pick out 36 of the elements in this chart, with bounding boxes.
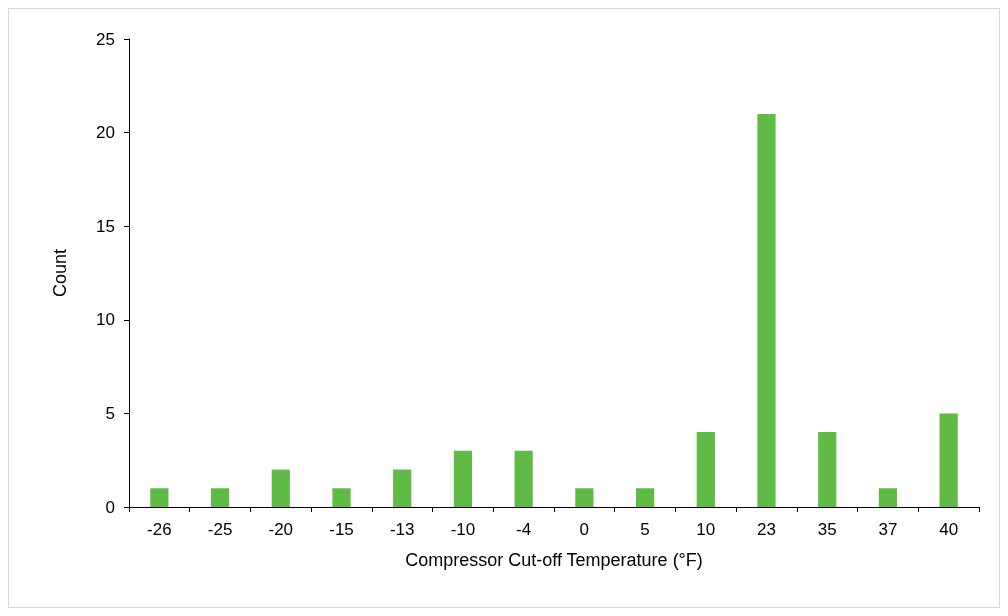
y-tick-label: 15 [96,216,115,236]
bar [696,432,715,507]
x-tick-label: -25 [207,520,233,539]
bar [150,488,169,507]
y-tick-label: 20 [96,123,115,143]
x-tick-label: 35 [817,520,837,539]
x-tick-label: 37 [878,520,898,539]
x-tick-label: 0 [579,520,590,539]
bar [939,413,958,507]
bar [271,469,290,507]
y-tick-label: 0 [105,497,115,517]
x-tick-label: -4 [516,520,532,539]
y-tick-label: 5 [105,403,115,423]
x-tick-label: -15 [329,520,354,539]
bar [818,432,837,507]
bar [393,469,412,507]
y-axis-title: Count [50,248,70,298]
x-tick-label: 23 [757,520,776,539]
y-tick-label: 10 [96,310,115,330]
bar [878,488,898,507]
bar [757,113,776,507]
x-tick-label: -10 [450,520,476,539]
x-tick-label: -20 [268,520,294,539]
x-tick-label: -13 [389,520,415,539]
y-tick-label: 25 [96,29,115,49]
bar [332,488,351,507]
bar [453,450,473,507]
x-tick-label: -26 [147,520,172,539]
bar [635,488,655,507]
x-tick-label: 5 [640,520,650,539]
x-tick-label: 40 [939,520,959,539]
x-tick-label: 10 [696,520,716,539]
bar [514,450,533,507]
bar [210,488,230,507]
x-axis-title: Compressor Cut-off Temperature (°F) [405,550,703,570]
bar [575,488,594,507]
